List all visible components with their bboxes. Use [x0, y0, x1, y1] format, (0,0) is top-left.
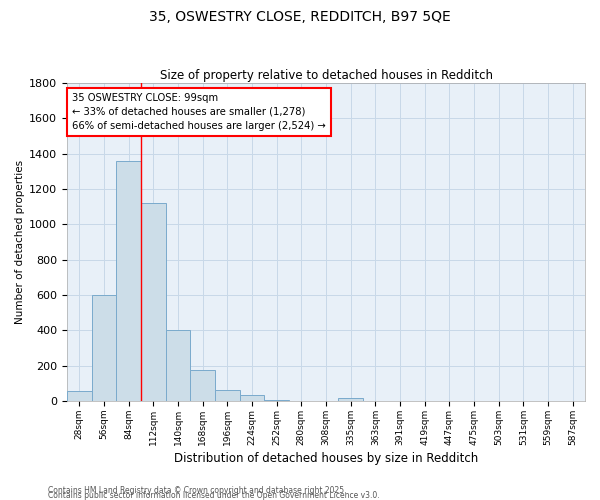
Bar [190, 370, 215, 401]
Bar [67, 392, 92, 401]
Text: Contains HM Land Registry data © Crown copyright and database right 2025.: Contains HM Land Registry data © Crown c… [48, 486, 347, 495]
X-axis label: Distribution of detached houses by size in Redditch: Distribution of detached houses by size … [174, 452, 478, 465]
Bar [141, 204, 166, 401]
Bar [265, 400, 289, 401]
Text: Contains public sector information licensed under the Open Government Licence v3: Contains public sector information licen… [48, 491, 380, 500]
Text: 35, OSWESTRY CLOSE, REDDITCH, B97 5QE: 35, OSWESTRY CLOSE, REDDITCH, B97 5QE [149, 10, 451, 24]
Bar [116, 161, 141, 401]
Bar [92, 295, 116, 401]
Bar [215, 390, 239, 401]
Bar [338, 398, 363, 401]
Bar [239, 395, 265, 401]
Title: Size of property relative to detached houses in Redditch: Size of property relative to detached ho… [160, 69, 493, 82]
Text: 35 OSWESTRY CLOSE: 99sqm
← 33% of detached houses are smaller (1,278)
66% of sem: 35 OSWESTRY CLOSE: 99sqm ← 33% of detach… [72, 92, 326, 130]
Bar [166, 330, 190, 401]
Y-axis label: Number of detached properties: Number of detached properties [15, 160, 25, 324]
